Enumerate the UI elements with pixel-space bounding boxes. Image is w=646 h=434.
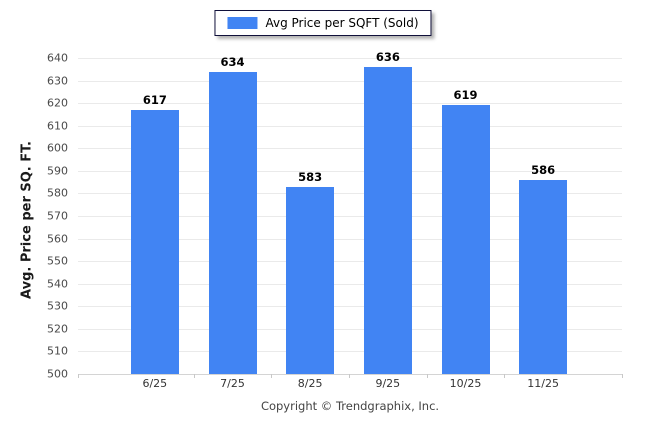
copyright-text: Copyright © Trendgraphix, Inc. — [260, 399, 440, 413]
gridline — [78, 328, 622, 330]
gridline — [78, 238, 622, 240]
legend: Avg Price per SQFT (Sold) — [214, 10, 432, 36]
bar-11/25 — [519, 179, 568, 374]
x-axis-tick-label: 9/25 — [375, 377, 401, 390]
y-axis-tick-label: 590 — [47, 164, 68, 178]
legend-label: Avg Price per SQFT (Sold) — [265, 16, 419, 30]
bar-7/25 — [208, 71, 257, 374]
y-axis-tick-label: 570 — [47, 209, 68, 223]
x-axis-tick-label: 11/25 — [527, 377, 560, 390]
y-axis-tick-label: 630 — [47, 74, 68, 88]
bar-value-label: 634 — [220, 54, 245, 69]
y-axis-tick-label: 520 — [47, 322, 68, 336]
bar-value-label: 619 — [453, 88, 478, 103]
bar-value-label: 636 — [375, 50, 400, 65]
gridline — [78, 283, 622, 285]
plot-area: 617 634 583 636 619 586 — [78, 50, 623, 378]
x-axis-tick-label: 10/25 — [449, 377, 482, 390]
x-axis-tick — [271, 374, 273, 378]
y-axis-tick-label: 500 — [47, 367, 68, 381]
gridline — [78, 261, 622, 263]
y-axis-tick-label: 580 — [47, 186, 68, 200]
y-axis-tick-label: 560 — [47, 232, 68, 246]
y-axis-tick-label: 610 — [47, 119, 68, 133]
bar-value-label: 583 — [298, 169, 323, 184]
y-axis-tick-label: 510 — [47, 344, 68, 358]
x-axis-tick — [504, 374, 506, 378]
gridline — [78, 103, 622, 105]
legend-swatch — [227, 17, 258, 29]
bar-value-label: 617 — [142, 92, 167, 107]
gridline — [78, 216, 622, 217]
y-axis-tick-label: 640 — [47, 51, 68, 65]
gridline — [78, 193, 622, 195]
y-axis-tick-label: 600 — [47, 141, 68, 155]
x-axis-labels: 6/25 7/25 8/25 9/25 10/25 11/25 — [78, 377, 622, 393]
gridline — [78, 148, 622, 150]
bar-10/25 — [441, 105, 490, 374]
x-axis-tick-label: 8/25 — [297, 377, 323, 390]
y-axis-tick-label: 530 — [47, 299, 68, 313]
y-axis-labels: 500 510 520 530 540 550 560 570 580 590 600 610 620 6… — [0, 52, 68, 381]
gridline — [78, 170, 622, 172]
y-axis-tick-label: 620 — [47, 96, 68, 110]
x-axis-tick-label: 7/25 — [220, 377, 245, 390]
y-axis-tick-label: 550 — [47, 254, 68, 268]
x-axis-tick — [193, 374, 195, 378]
bar-value-label: 586 — [531, 162, 556, 177]
x-axis-tick — [622, 374, 623, 378]
y-axis-tick-label: 540 — [47, 277, 68, 291]
gridline — [78, 58, 622, 59]
x-axis-tick-label: 6/25 — [142, 377, 168, 390]
x-axis-tick — [349, 374, 350, 378]
gridline — [78, 125, 622, 127]
bar-8/25 — [286, 186, 335, 374]
bar-9/25 — [363, 67, 412, 374]
gridline — [78, 351, 622, 353]
x-axis-tick — [78, 374, 79, 378]
gridline — [78, 306, 622, 308]
x-axis-tick — [426, 374, 428, 378]
bar-6/25 — [130, 109, 179, 374]
gridline — [78, 80, 622, 82]
